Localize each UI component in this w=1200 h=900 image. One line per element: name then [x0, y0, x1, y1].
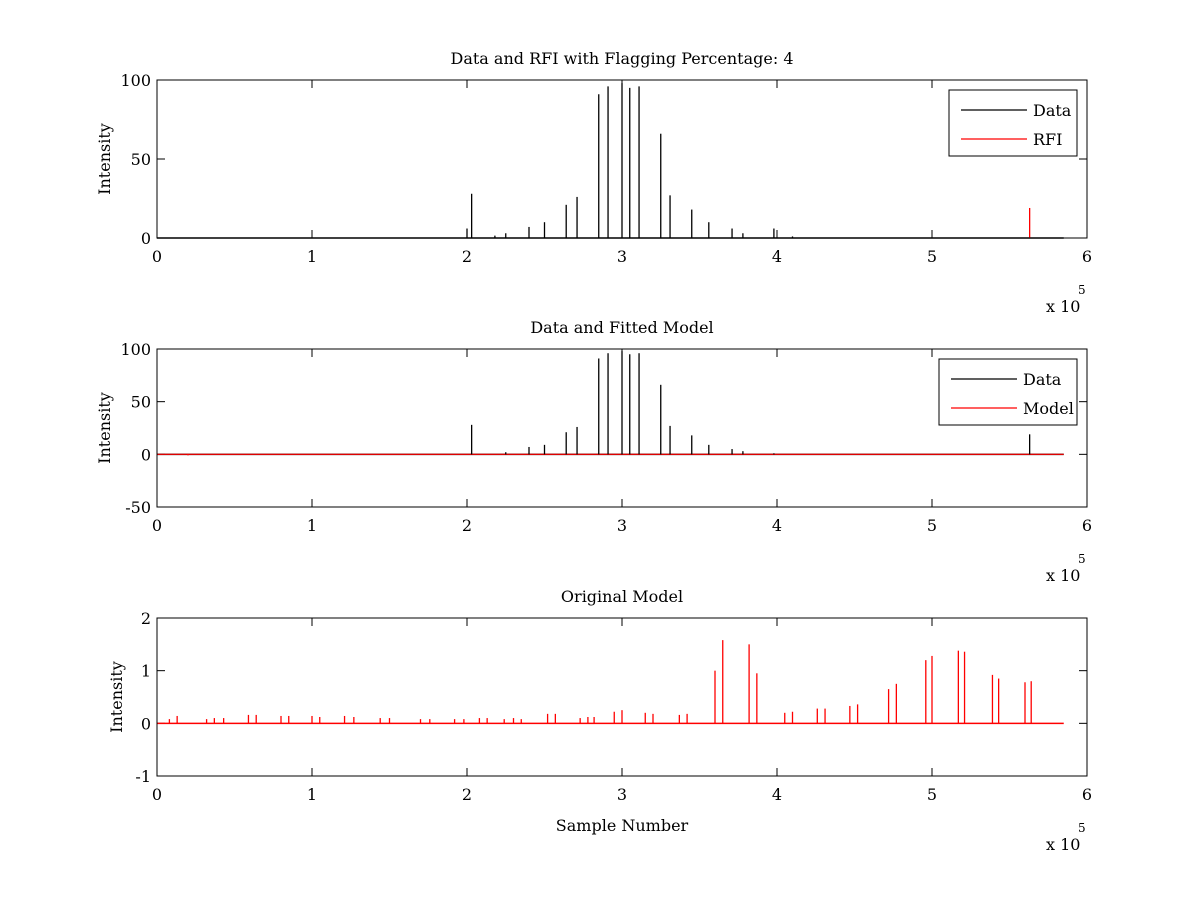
x-tick-label: 1	[307, 785, 317, 804]
x-tick-label: 2	[462, 516, 472, 535]
legend-label-data: Data	[1023, 370, 1062, 389]
chart-title: Original Model	[561, 587, 683, 606]
y-axis-label: Intensity	[95, 392, 114, 464]
x-exponent-label: x 10	[1046, 297, 1080, 316]
chart-panel-2: Data and Fitted Model Intensity 0 1 2 3 4 5 6 -50…	[95, 318, 1092, 585]
x-tick-label: 5	[927, 516, 937, 535]
legend: Data RFI	[948, 89, 1078, 157]
legend-box	[948, 89, 1078, 157]
y-tick-label: -50	[125, 498, 151, 517]
chart-title: Data and Fitted Model	[530, 318, 713, 337]
x-tick-label: 3	[617, 516, 627, 535]
x-exponent-power: 5	[1078, 283, 1086, 297]
x-tick-label: 4	[772, 785, 782, 804]
axes-box	[156, 348, 1088, 508]
y-axis-label: Intensity	[107, 661, 126, 733]
chart-title: Data and RFI with Flagging Percentage: 4	[450, 49, 793, 68]
x-tick-label: 2	[462, 785, 472, 804]
series-data	[470, 351, 1031, 455]
legend-box	[938, 358, 1078, 426]
axes-box	[156, 79, 1088, 239]
x-exponent-label: x 10	[1046, 566, 1080, 585]
x-tick-label: 2	[462, 247, 472, 266]
y-tick-label: -1	[135, 767, 151, 786]
x-tick-label: 3	[617, 785, 627, 804]
legend-label-data: Data	[1033, 101, 1072, 120]
series-model	[168, 640, 1032, 724]
x-axis-label: Sample Number	[556, 816, 689, 835]
legend: Data Model	[938, 358, 1078, 426]
x-tick-label: 0	[152, 785, 162, 804]
x-tick-label: 5	[927, 247, 937, 266]
x-tick-label: 0	[152, 247, 162, 266]
chart-panel-1: Data and RFI with Flagging Percentage: 4…	[95, 49, 1092, 316]
y-tick-label: 50	[131, 150, 151, 169]
x-tick-label: 5	[927, 785, 937, 804]
y-tick-label: 1	[141, 662, 151, 681]
x-tick-label: 6	[1082, 785, 1092, 804]
axes-box	[156, 617, 1088, 777]
y-tick-label: 50	[131, 393, 151, 412]
y-tick-label: 100	[120, 71, 151, 90]
x-tick-label: 1	[307, 247, 317, 266]
x-tick-label: 4	[772, 247, 782, 266]
y-tick-label: 2	[141, 609, 151, 628]
x-tick-label: 4	[772, 516, 782, 535]
x-exponent-power: 5	[1078, 552, 1086, 566]
legend-label-model: Model	[1023, 399, 1074, 418]
x-tick-label: 6	[1082, 247, 1092, 266]
x-exponent-label: x 10	[1046, 835, 1080, 854]
x-tick-label: 3	[617, 247, 627, 266]
y-tick-label: 0	[141, 445, 151, 464]
x-exponent-power: 5	[1078, 821, 1086, 835]
y-tick-label: 0	[141, 714, 151, 733]
x-tick-label: 1	[307, 516, 317, 535]
x-tick-label: 0	[152, 516, 162, 535]
series-data	[466, 83, 794, 238]
y-tick-label: 100	[120, 340, 151, 359]
legend-label-rfi: RFI	[1033, 130, 1062, 149]
x-tick-label: 6	[1082, 516, 1092, 535]
y-axis-label: Intensity	[95, 123, 114, 195]
y-tick-label: 0	[141, 229, 151, 248]
